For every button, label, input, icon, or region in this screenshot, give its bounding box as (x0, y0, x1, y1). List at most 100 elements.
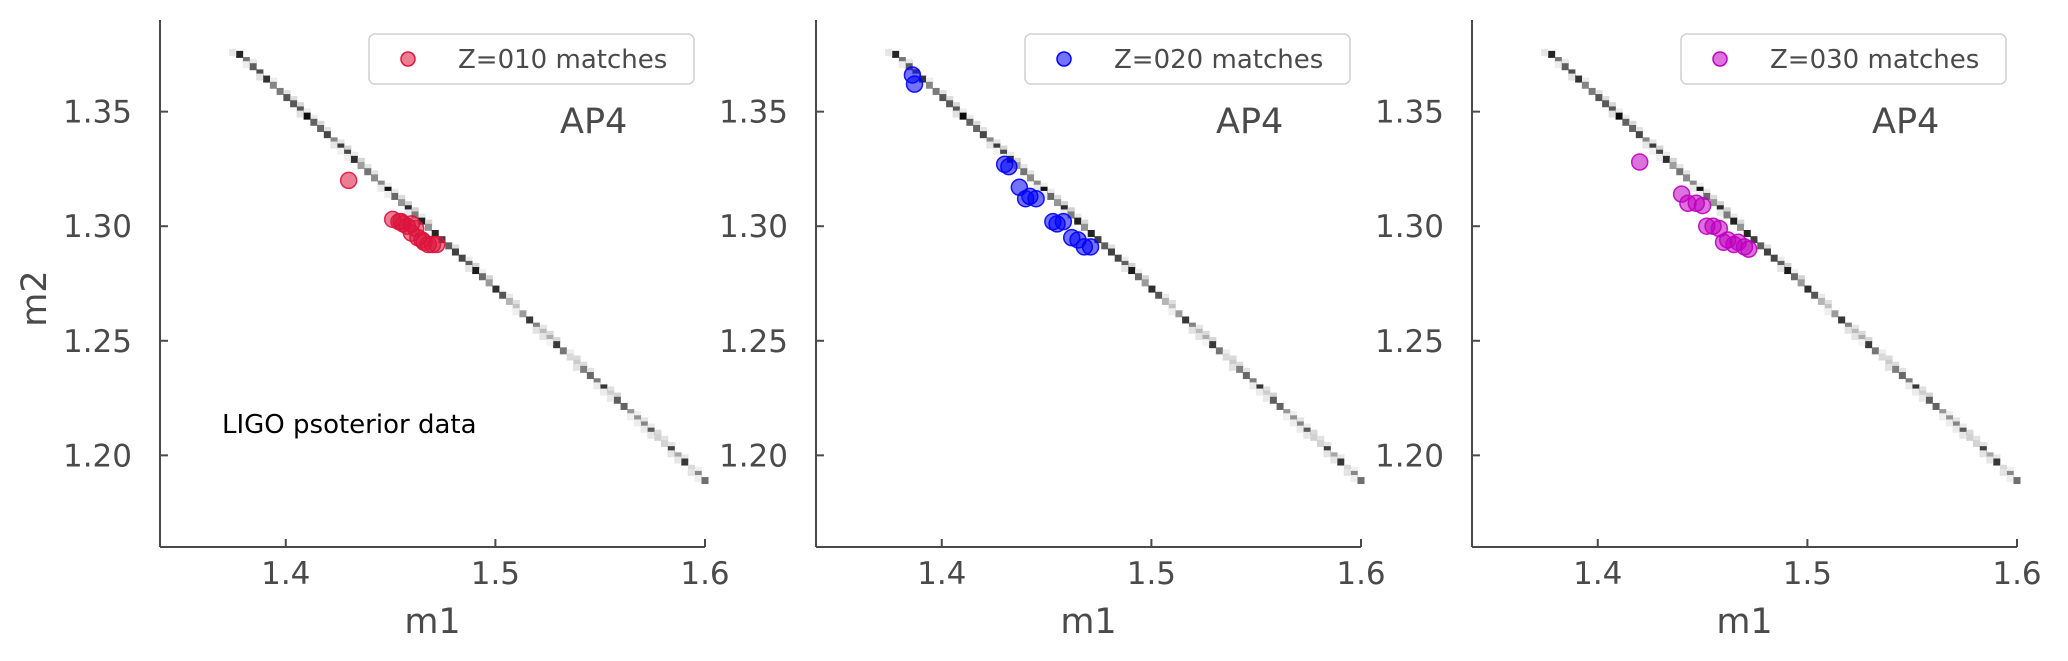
band-cell (1229, 355, 1237, 363)
band-cell (1966, 433, 1974, 441)
band-cell (1642, 137, 1650, 145)
band-cell (1188, 326, 1196, 334)
band-cell (1101, 242, 1109, 250)
band-cell (1236, 365, 1244, 373)
band-cell (1824, 308, 1832, 316)
band-cell (614, 392, 622, 400)
band-cell (310, 118, 318, 126)
band-cell (1851, 332, 1859, 340)
band-cell (600, 384, 608, 392)
band-cell (1777, 265, 1785, 273)
band-cell (973, 120, 981, 128)
band-cell (296, 106, 304, 114)
band-cell (1609, 102, 1617, 110)
band-cell (1979, 446, 1987, 454)
legend-box (1024, 33, 1351, 85)
band-cell (1330, 456, 1338, 464)
band-cell (1162, 293, 1170, 301)
band-cell (357, 162, 365, 170)
data-point (402, 224, 421, 242)
band-cell (586, 372, 594, 380)
band-cell (1663, 151, 1671, 159)
band-cell (344, 149, 352, 157)
band-cell (553, 341, 561, 349)
band-cell (1134, 273, 1142, 281)
band-cell (1094, 236, 1102, 244)
x-axis-label: m1 (1060, 602, 1116, 642)
band-cell (1952, 425, 1960, 433)
band-cell (526, 316, 534, 324)
band-cell (1033, 184, 1041, 192)
band-cell (1202, 330, 1210, 338)
band-cell (1885, 355, 1893, 363)
annotation-text: LIGO psoterior data (222, 410, 477, 440)
band-cell (966, 118, 974, 126)
series-points (1630, 153, 1758, 258)
band-cell (1054, 199, 1062, 207)
band-cell (587, 367, 595, 375)
band-cell (613, 396, 621, 404)
band-cell (1317, 439, 1325, 447)
band-cell (1067, 207, 1075, 215)
band-cell (1351, 466, 1359, 474)
band-cell (418, 213, 426, 221)
band-cell (478, 273, 486, 281)
band-cell (694, 475, 702, 483)
band-cell (1993, 458, 2001, 466)
band-cell (1649, 139, 1657, 147)
band-cell (1323, 446, 1331, 454)
band-cell (1087, 229, 1095, 237)
band-cell (1945, 419, 1953, 427)
band-cell (1790, 273, 1798, 281)
band-cell (343, 153, 351, 161)
band-cell (1568, 69, 1576, 77)
band-cell (452, 244, 460, 252)
band-cell (1831, 310, 1839, 318)
band-cell (1303, 423, 1311, 431)
band-cell (681, 454, 689, 462)
band-cell (1615, 112, 1623, 120)
band-cell (1878, 353, 1886, 361)
band-cell (986, 137, 994, 145)
band-cell (1608, 110, 1616, 118)
band-cell (1871, 347, 1879, 355)
band-cell (324, 126, 332, 134)
data-point (1000, 157, 1018, 176)
band-cell (451, 248, 459, 256)
band-cell (1858, 339, 1866, 347)
y-tick-label: 1.25 (1375, 324, 1444, 360)
band-cell (946, 96, 954, 104)
data-point (427, 235, 446, 254)
band-cell (283, 89, 291, 97)
band-cell (1615, 108, 1623, 116)
band-cell (986, 141, 994, 149)
band-cell (1283, 413, 1291, 421)
band-cell (1736, 223, 1744, 231)
band-cell (1249, 382, 1257, 390)
band-cell (384, 186, 392, 194)
x-tick-label: 1.6 (680, 556, 729, 592)
band-cell (479, 269, 487, 277)
band-cell (939, 89, 947, 97)
x-tick-label: 1.4 (917, 556, 966, 592)
band-cell (1912, 388, 1920, 396)
band-cell (532, 322, 540, 330)
band-cell (1973, 435, 1981, 443)
band-cell (898, 61, 906, 69)
y-tick-label: 1.30 (1375, 209, 1444, 245)
band-cell (1851, 324, 1859, 332)
x-tick-label: 1.4 (261, 556, 310, 592)
band-cell (1128, 262, 1136, 270)
band-cell (1080, 223, 1088, 231)
band-cell (310, 114, 318, 122)
band-cell (1350, 475, 1358, 483)
band-cell (1175, 310, 1183, 318)
band-cell (932, 87, 940, 95)
band-cell (1602, 96, 1610, 104)
band-cell (1337, 454, 1345, 462)
band-cell (269, 81, 277, 89)
band-cell (1541, 48, 1549, 56)
band-cell (1013, 157, 1021, 165)
band-cell (1121, 265, 1129, 273)
band-cell (1067, 211, 1075, 219)
